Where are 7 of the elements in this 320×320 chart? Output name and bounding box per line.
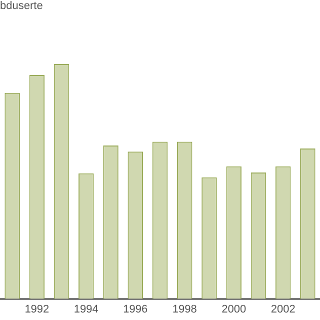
x-tick-label: 1996	[123, 303, 148, 316]
x-tick-label: 1992	[24, 303, 50, 316]
chart-title: bduserte	[0, 0, 43, 12]
x-tick-label: 1994	[74, 303, 98, 316]
x-tick-label: 2002	[270, 303, 296, 316]
x-tick-label: 1998	[172, 303, 197, 316]
x-tick-label: 2000	[222, 303, 246, 316]
